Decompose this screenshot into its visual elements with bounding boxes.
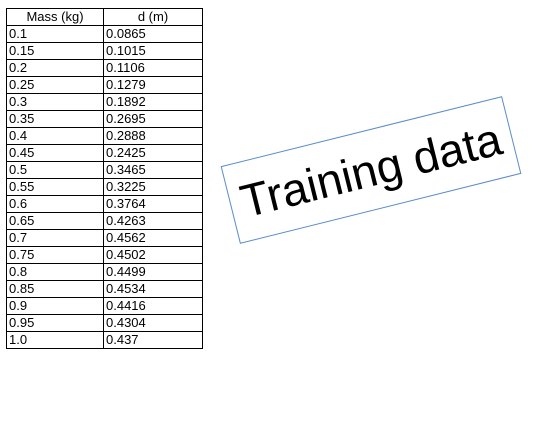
cell-distance: 0.4502 (103, 246, 203, 264)
header-distance: d (m) (103, 8, 203, 26)
table-row: 1.0 0.437 (6, 331, 203, 349)
table-row: 0.1 0.0865 (6, 25, 203, 43)
cell-mass: 0.45 (6, 144, 104, 162)
header-mass: Mass (kg) (6, 8, 104, 26)
cell-distance: 0.1892 (103, 93, 203, 111)
cell-mass: 0.5 (6, 161, 104, 179)
cell-mass: 0.25 (6, 76, 104, 94)
table-row: 0.95 0.4304 (6, 314, 203, 332)
table-row: 0.85 0.4534 (6, 280, 203, 298)
table-row: 0.6 0.3764 (6, 195, 203, 213)
cell-distance: 0.3764 (103, 195, 203, 213)
cell-distance: 0.4416 (103, 297, 203, 315)
table-row: 0.45 0.2425 (6, 144, 203, 162)
table-row: 0.4 0.2888 (6, 127, 203, 145)
cell-mass: 0.9 (6, 297, 104, 315)
data-table: Mass (kg) d (m) 0.1 0.0865 0.15 0.1015 0.2 0.… (6, 8, 203, 349)
table-row: 0.75 0.4502 (6, 246, 203, 264)
cell-mass: 0.85 (6, 280, 104, 298)
table-row: 0.9 0.4416 (6, 297, 203, 315)
cell-mass: 0.55 (6, 178, 104, 196)
cell-distance: 0.1106 (103, 59, 203, 77)
table-row: 0.8 0.4499 (6, 263, 203, 281)
table-row: 0.35 0.2695 (6, 110, 203, 128)
table-row: 0.5 0.3465 (6, 161, 203, 179)
cell-mass: 0.7 (6, 229, 104, 247)
cell-distance: 0.4499 (103, 263, 203, 281)
cell-mass: 0.95 (6, 314, 104, 332)
cell-distance: 0.437 (103, 331, 203, 349)
cell-distance: 0.3465 (103, 161, 203, 179)
table-body: 0.1 0.0865 0.15 0.1015 0.2 0.1106 0.25 0.1279 0.… (6, 25, 203, 349)
table-row: 0.65 0.4263 (6, 212, 203, 230)
cell-mass: 0.35 (6, 110, 104, 128)
cell-mass: 0.2 (6, 59, 104, 77)
cell-mass: 0.3 (6, 93, 104, 111)
cell-distance: 0.3225 (103, 178, 203, 196)
cell-distance: 0.0865 (103, 25, 203, 43)
training-data-label: Training data (235, 112, 507, 228)
cell-mass: 1.0 (6, 331, 104, 349)
cell-mass: 0.15 (6, 42, 104, 60)
cell-mass: 0.65 (6, 212, 104, 230)
table-row: 0.55 0.3225 (6, 178, 203, 196)
table-row: 0.15 0.1015 (6, 42, 203, 60)
training-data-label-box: Training data (220, 96, 522, 244)
table-header-row: Mass (kg) d (m) (6, 8, 203, 26)
cell-distance: 0.1279 (103, 76, 203, 94)
table-row: 0.3 0.1892 (6, 93, 203, 111)
table-row: 0.2 0.1106 (6, 59, 203, 77)
cell-mass: 0.8 (6, 263, 104, 281)
cell-distance: 0.1015 (103, 42, 203, 60)
cell-distance: 0.2425 (103, 144, 203, 162)
table-row: 0.7 0.4562 (6, 229, 203, 247)
cell-mass: 0.6 (6, 195, 104, 213)
cell-distance: 0.2888 (103, 127, 203, 145)
cell-distance: 0.4263 (103, 212, 203, 230)
cell-distance: 0.4534 (103, 280, 203, 298)
table-row: 0.25 0.1279 (6, 76, 203, 94)
cell-distance: 0.4304 (103, 314, 203, 332)
cell-distance: 0.4562 (103, 229, 203, 247)
cell-distance: 0.2695 (103, 110, 203, 128)
cell-mass: 0.4 (6, 127, 104, 145)
cell-mass: 0.1 (6, 25, 104, 43)
cell-mass: 0.75 (6, 246, 104, 264)
